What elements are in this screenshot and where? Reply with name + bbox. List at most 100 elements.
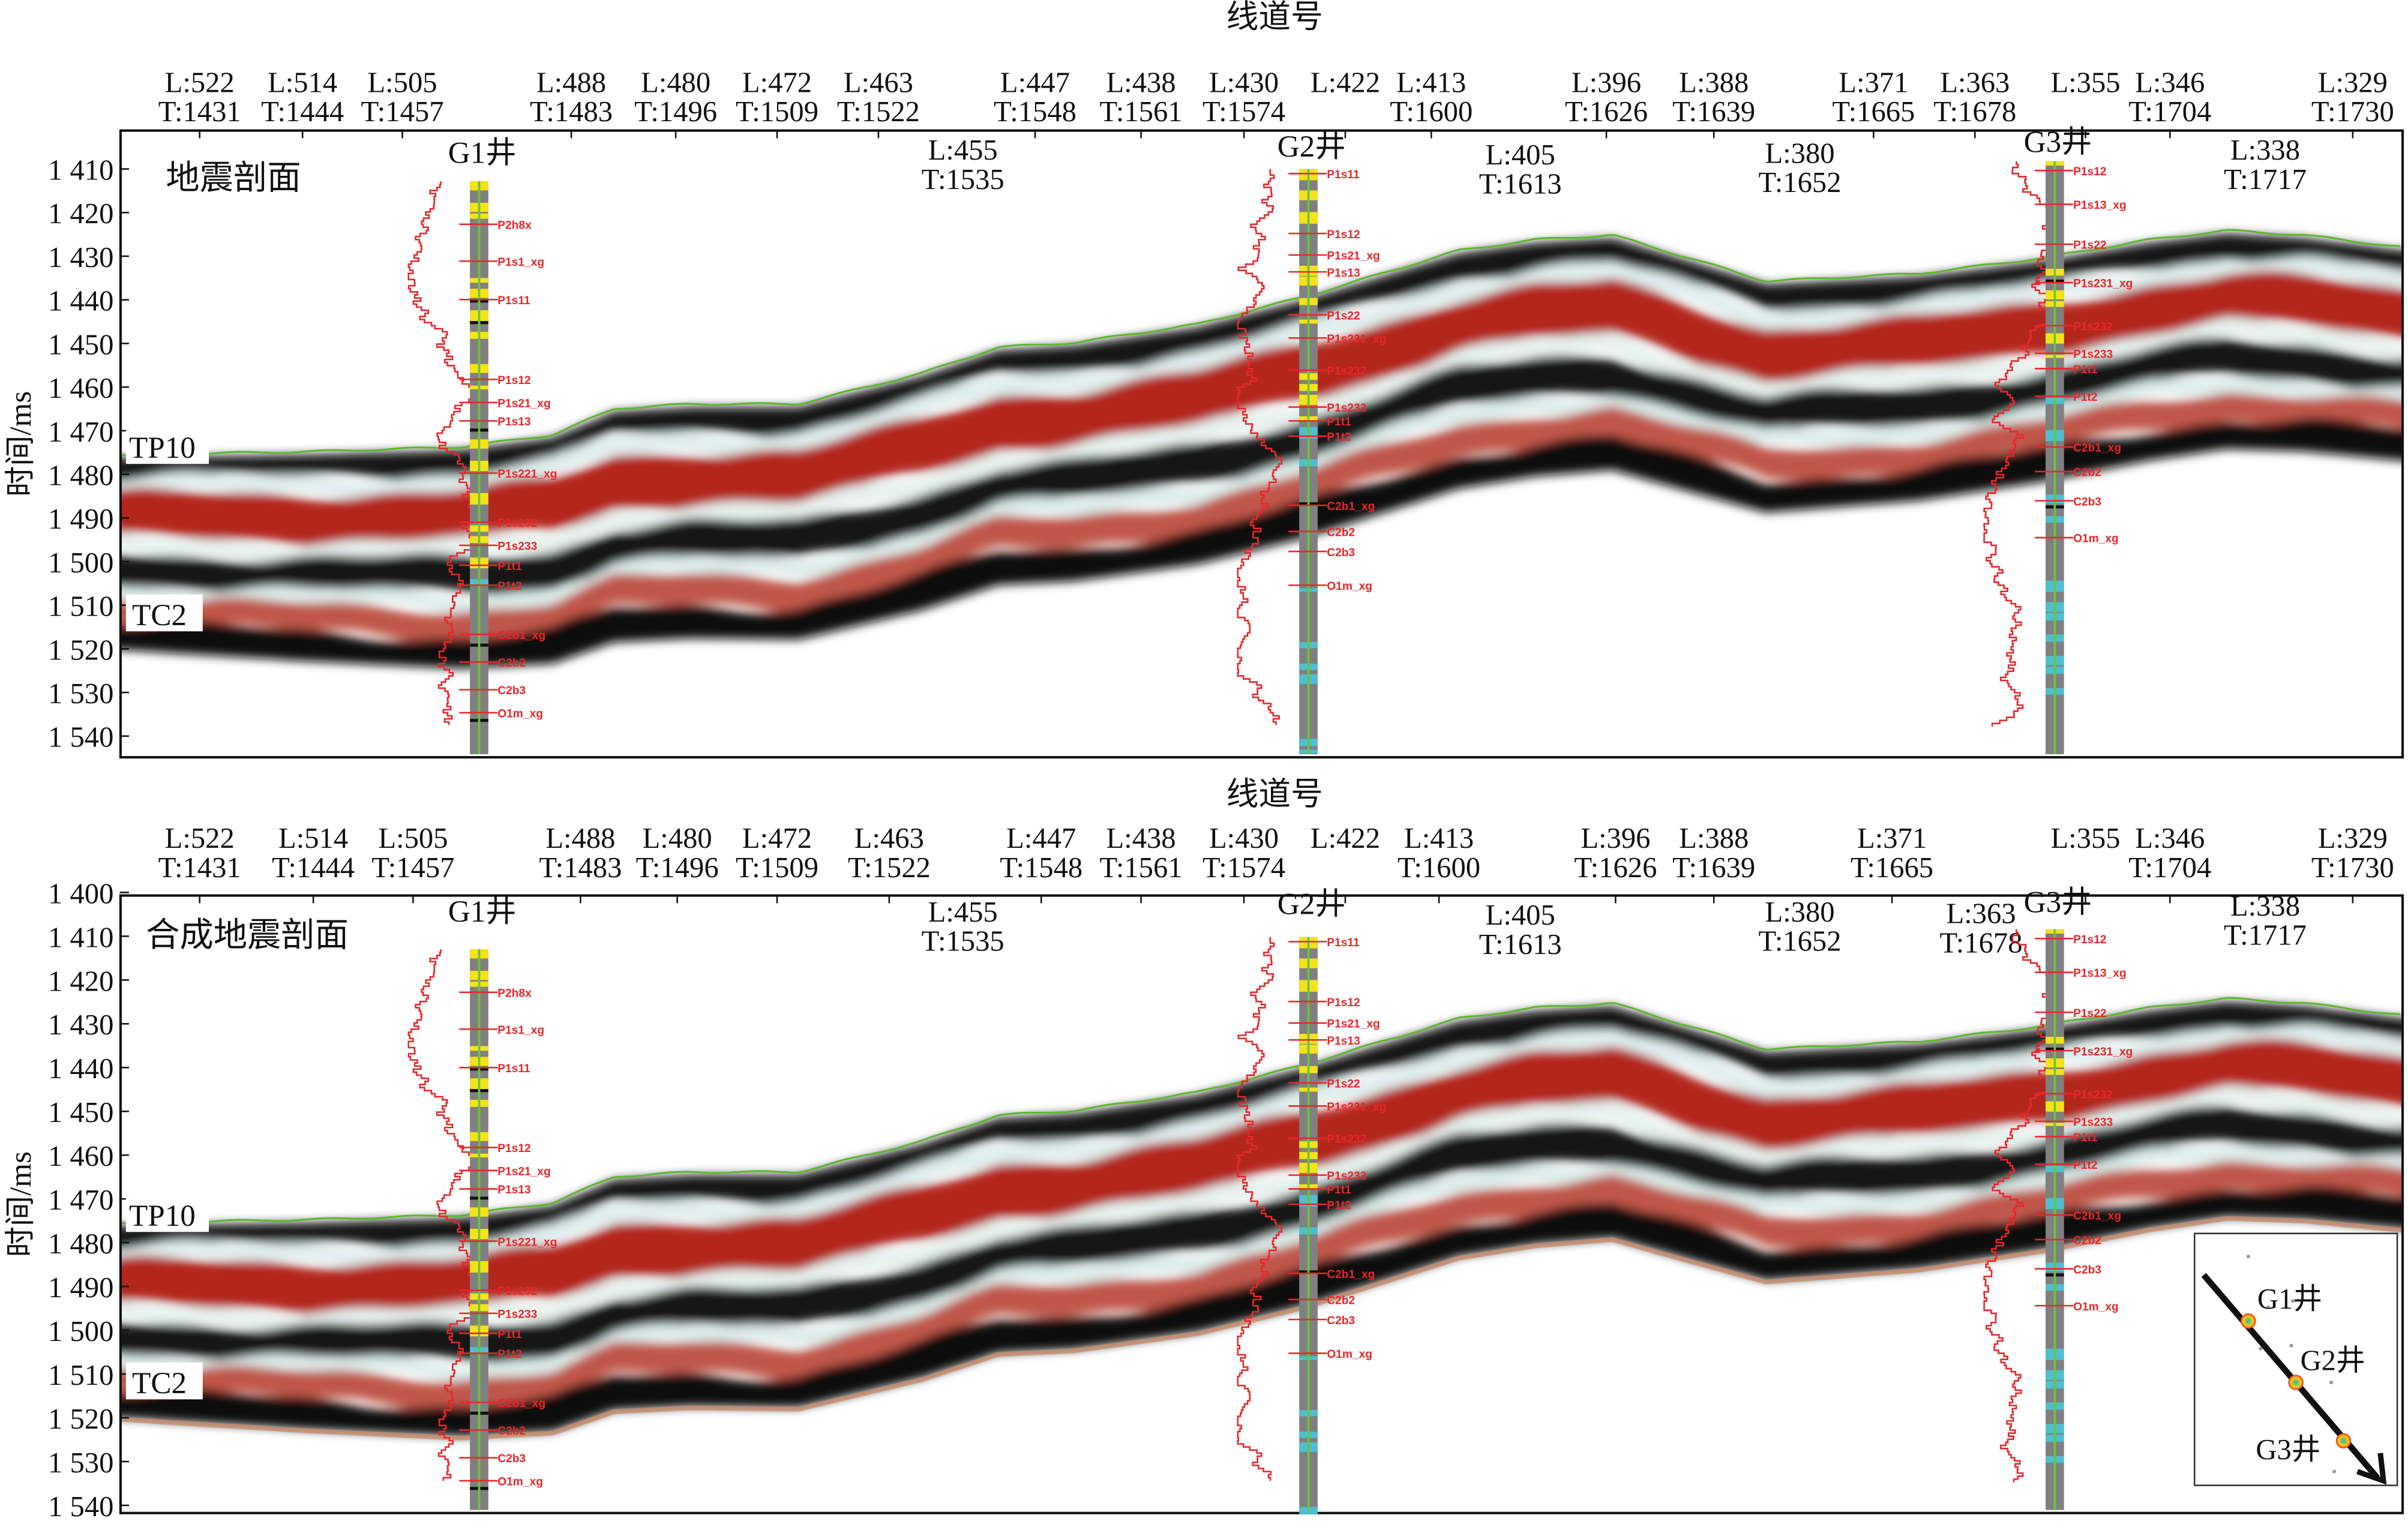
formation-top-label: C2b1_xg xyxy=(2073,1210,2121,1223)
y-axis-label: 时间/ms xyxy=(4,1151,38,1257)
formation-top-label: P1s11 xyxy=(1327,937,1360,949)
well-3[interactable]: G3井 P1s12 P1s13_xg P1s22 P1s231_xg P1s232 P1s2… xyxy=(1983,886,2133,1510)
inner-trace-label-trace: T:1717 xyxy=(2224,919,2307,951)
seismic-band xyxy=(121,1106,2402,1364)
inner-trace-label-line: L:455 xyxy=(928,134,998,166)
y-tick-label: 1 440 xyxy=(48,285,113,317)
inset-well-marker-icon xyxy=(2241,1313,2256,1329)
well-1[interactable]: G1井 P2h8x P1s1_xg P1s11 P1s12 P1s21_xg P1s13 P1… xyxy=(407,895,557,1510)
formation-top-label: P1t2 xyxy=(2073,1159,2098,1172)
y-tick-label: 1 490 xyxy=(48,1271,113,1304)
trace-label-trace: T:1444 xyxy=(272,851,355,884)
inset-well-dot xyxy=(2289,1343,2293,1348)
y-tick-label: 1 540 xyxy=(48,1490,113,1523)
y-tick-label: 1 430 xyxy=(48,1009,113,1041)
formation-top-label: C2b2 xyxy=(497,1425,526,1438)
formation-top-label: P1s232 xyxy=(497,1285,537,1298)
formation-top-label: P1s221_xg xyxy=(497,1236,557,1249)
trace-label-trace: T:1704 xyxy=(2128,851,2211,884)
formation-top-label: O1m_xg xyxy=(497,708,543,721)
seismic-section xyxy=(121,997,2402,1441)
y-tick-label: 1 450 xyxy=(48,1096,113,1129)
inner-trace-label-trace: T:1652 xyxy=(1759,166,1842,199)
trace-label-line: L:514 xyxy=(268,67,337,99)
formation-top-label: P1s13 xyxy=(1327,267,1360,280)
formation-top-label: C2b2 xyxy=(497,657,526,670)
trace-label-line: L:396 xyxy=(1581,822,1650,854)
trace-label-trace: T:1561 xyxy=(1100,95,1183,128)
well-2[interactable]: G2井 P1s11 P1s12 P1s21_xg P1s13 P1s22 P1s231_xg… xyxy=(1237,130,1387,755)
inset-well-label: G1井 xyxy=(2257,1283,2322,1315)
trace-label-trace: T:1574 xyxy=(1202,95,1285,128)
formation-top-label: P1s233 xyxy=(2073,1117,2113,1129)
seismic-band xyxy=(121,418,2402,669)
trace-label-trace: T:1600 xyxy=(1390,95,1473,128)
well-name: G1井 xyxy=(448,895,517,929)
trace-label-line: L:447 xyxy=(1006,822,1076,854)
trace-label-trace: T:1548 xyxy=(994,95,1076,128)
inner-trace-label-line: L:338 xyxy=(2230,134,2300,166)
well-1[interactable]: G1井 P2h8x P1s1_xg P1s11 P1s12 P1s21_xg P1s13 P1… xyxy=(407,136,557,755)
y-tick-label: 1 520 xyxy=(48,634,113,666)
y-tick-label: 1 480 xyxy=(48,1228,113,1260)
y-tick-label: 1 500 xyxy=(48,547,113,579)
trace-label-trace: T:1574 xyxy=(1202,851,1285,884)
trace-label-line: L:472 xyxy=(742,822,812,854)
formation-top-label: C2b1_xg xyxy=(2073,442,2121,455)
trace-label-line: L:488 xyxy=(545,822,615,854)
trace-label-trace: T:1626 xyxy=(1565,95,1648,128)
inset-well-marker-icon xyxy=(2288,1375,2304,1390)
formation-top-label: C2b2 xyxy=(2073,467,2101,479)
y-tick-label: 1 440 xyxy=(48,1052,113,1085)
trace-label-trace: T:1522 xyxy=(848,851,931,884)
formation-top-label: P1t1 xyxy=(497,560,522,573)
formation-top-label: C2b2 xyxy=(2073,1235,2101,1247)
well-2[interactable]: G2井 P1s11 P1s12 P1s21_xg P1s13 P1s22 P1s231_xg… xyxy=(1237,887,1387,1514)
formation-top-label: P1s22 xyxy=(1327,1078,1360,1091)
trace-label-trace: T:1600 xyxy=(1398,851,1480,884)
inner-trace-label-trace: T:1535 xyxy=(922,163,1004,196)
formation-top-label: P1s12 xyxy=(1327,229,1360,241)
inner-trace-label-line: L:455 xyxy=(928,896,998,928)
trace-label-trace: T:1665 xyxy=(1851,851,1933,884)
formation-top-label: P1t2 xyxy=(1327,1199,1351,1212)
inset-well-dot xyxy=(2332,1469,2337,1474)
formation-top-label: P1s12 xyxy=(2073,934,2106,946)
panel-frame xyxy=(119,894,2404,1514)
horizon-label-bg xyxy=(125,430,209,464)
seismic-band xyxy=(121,270,2402,548)
trace-label-line: L:371 xyxy=(1839,67,1908,99)
trace-label-trace: T:1704 xyxy=(2128,95,2211,128)
formation-top-label: P1s13_xg xyxy=(2073,967,2127,980)
formation-top-label: P1t1 xyxy=(497,1328,522,1341)
well-3[interactable]: G3井 P1s12 P1s13_xg P1s22 P1s231_xg P1s232 P1s2… xyxy=(1983,125,2133,755)
trace-label-line: L:363 xyxy=(1940,67,2010,99)
inset-well-dot xyxy=(2290,1299,2295,1303)
gamma-ray-log-curve xyxy=(1983,161,2050,727)
formation-top-label: P1s21_xg xyxy=(497,1165,551,1178)
formation-top-label: P1s231_xg xyxy=(2073,278,2133,290)
formation-top-label: O1m_xg xyxy=(2073,533,2119,545)
trace-label-line: L:480 xyxy=(641,67,710,99)
trace-label-line: L:522 xyxy=(165,67,235,99)
formation-top-label: P1s233 xyxy=(1327,402,1366,415)
formation-top-label: C2b1_xg xyxy=(497,629,545,642)
formation-top-label: P1s232 xyxy=(497,517,537,530)
trace-label-line: L:388 xyxy=(1679,67,1749,99)
formation-top-label: P1s231_xg xyxy=(1327,333,1386,346)
y-tick-label: 1 420 xyxy=(48,197,113,230)
trace-label-line: L:422 xyxy=(1311,67,1380,99)
seismic-band xyxy=(121,393,2402,643)
formation-top-label: C2b2 xyxy=(1327,1295,1355,1307)
formation-top-label: P1s11 xyxy=(497,1063,530,1075)
formation-top-label: P1t1 xyxy=(2073,364,2098,376)
inner-trace-label-trace: T:1613 xyxy=(1479,168,1562,200)
formation-top-label: O1m_xg xyxy=(1327,580,1372,593)
formation-top-label: P1s231_xg xyxy=(2073,1046,2133,1058)
inner-trace-label-trace: T:1535 xyxy=(922,925,1004,958)
formation-top-label: P1s232 xyxy=(2073,320,2113,333)
formation-top-label: P1t2 xyxy=(497,1348,522,1361)
formation-top-label: P1s233 xyxy=(2073,349,2113,361)
formation-top-label: C2b3 xyxy=(2073,1264,2101,1276)
inner-trace-label-line: L:380 xyxy=(1765,137,1834,169)
